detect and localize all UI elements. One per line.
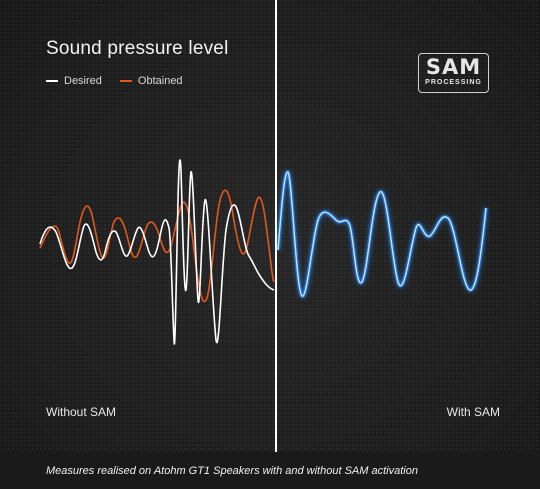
legend-item-obtained: Obtained [119, 75, 183, 87]
caption-bar: Measures realised on Atohm GT1 Speakers … [0, 452, 540, 489]
legend-swatch-obtained [119, 80, 132, 82]
panel-divider [275, 0, 277, 452]
legend-label-desired: Desired [64, 75, 102, 87]
waveform-canvas [39, 159, 488, 345]
legend-swatch-desired [46, 80, 58, 82]
without-sam-label: Without SAM [46, 405, 117, 419]
desired-waveform [39, 159, 275, 345]
sam-processing-logo: SAM PROCESSING [418, 53, 489, 93]
figure-stage: Sound pressure level Desired Obtained SA… [0, 0, 540, 452]
with-sam-waveform [276, 169, 488, 299]
obtained-waveform [39, 189, 275, 303]
chart-title: Sound pressure level [46, 38, 229, 59]
with-sam-label: With SAM [446, 405, 500, 419]
with-sam-waveform-core [277, 171, 487, 297]
legend: Desired Obtained [46, 75, 201, 87]
legend-label-obtained: Obtained [137, 75, 183, 87]
logo-sub-text: PROCESSING [425, 79, 482, 86]
logo-main-text: SAM [425, 55, 482, 79]
caption-text: Measures realised on Atohm GT1 Speakers … [46, 464, 418, 477]
legend-item-desired: Desired [46, 75, 102, 87]
